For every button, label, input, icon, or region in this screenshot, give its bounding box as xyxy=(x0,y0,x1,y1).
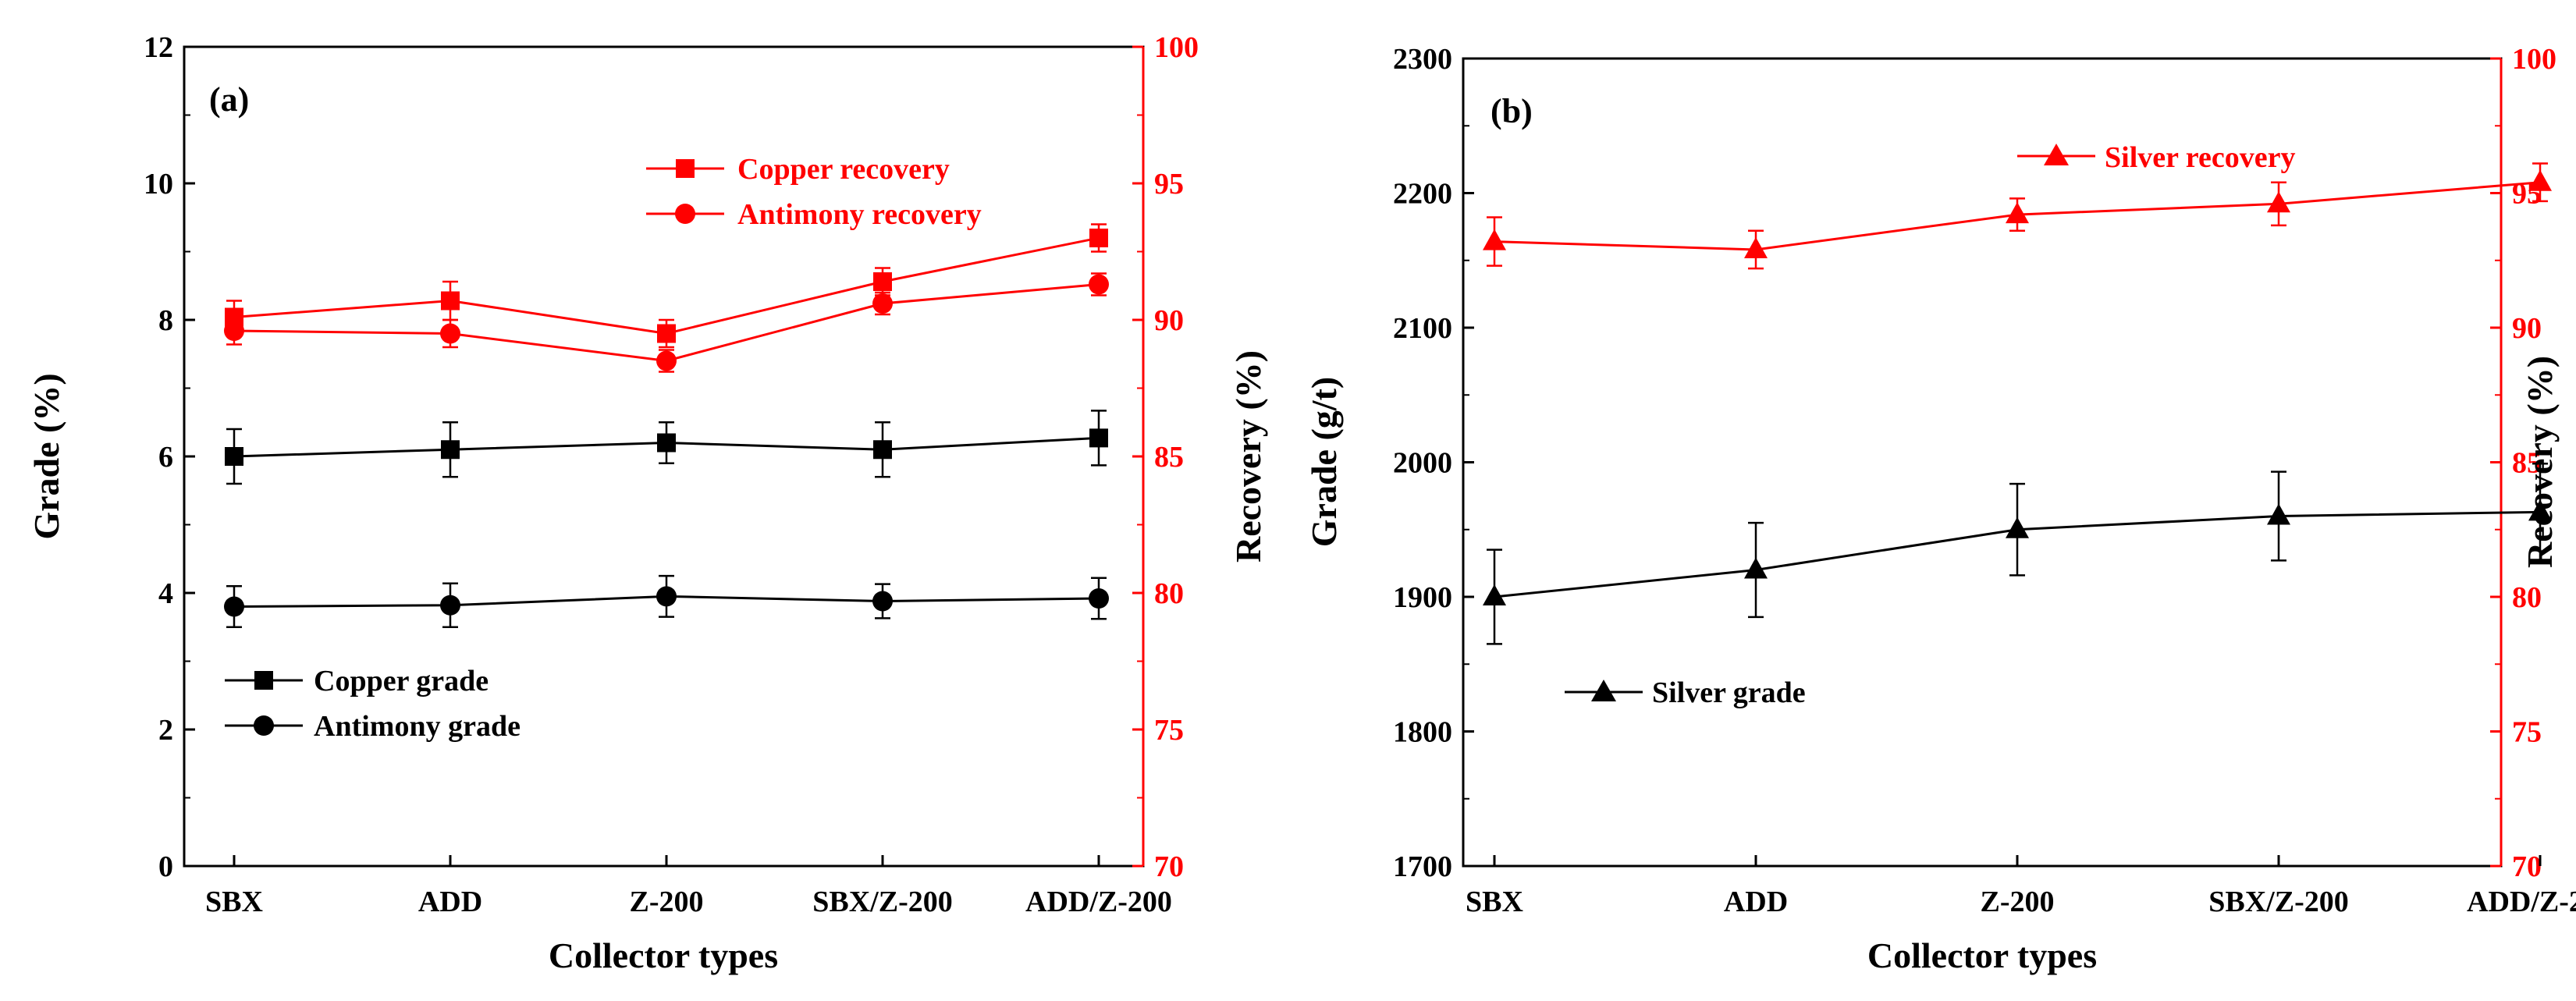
x-tick-label: ADD xyxy=(1724,886,1788,918)
y-left-tick-label: 6 xyxy=(158,441,173,474)
y-right-tick-label: 75 xyxy=(1154,714,1184,747)
data-point xyxy=(225,447,243,466)
y-left-tick-label: 2200 xyxy=(1393,178,1452,211)
y-right-tick-label: 75 xyxy=(2512,716,2542,749)
data-point xyxy=(1089,588,1109,609)
data-point xyxy=(1744,236,1768,258)
y-right-tick-label: 85 xyxy=(1154,441,1184,474)
legend-label-antimony-recovery: Antimony recovery xyxy=(737,198,982,231)
data-point xyxy=(440,323,460,344)
legend-key-copper-recovery xyxy=(646,159,724,178)
data-point xyxy=(872,591,893,612)
panel-label: (b) xyxy=(1491,92,1533,130)
x-tick-label: Z-200 xyxy=(1981,886,2055,918)
data-point xyxy=(2528,169,2552,191)
y-right-tick-label: 80 xyxy=(1154,577,1184,610)
data-point xyxy=(657,433,676,453)
series-copper-recovery xyxy=(225,223,1108,349)
series-copper-grade xyxy=(225,410,1108,485)
y-axis-right-title: Recovery (%) xyxy=(2520,356,2560,568)
data-point xyxy=(1483,229,1506,250)
legend-label-copper-recovery: Copper recovery xyxy=(737,153,950,186)
legend-recovery: Silver recovery xyxy=(2017,141,2295,174)
data-point xyxy=(2267,191,2290,213)
legend-label-silver-recovery: Silver recovery xyxy=(2105,141,2295,174)
y-axis-left-title: Grade (g/t) xyxy=(1304,377,1344,547)
data-point xyxy=(872,293,893,314)
y-left-tick-label: 2300 xyxy=(1393,43,1452,76)
y-right-tick-label: 70 xyxy=(1154,850,1184,883)
plot-frame xyxy=(1462,57,2503,868)
y-left-tick-label: 2 xyxy=(158,714,173,747)
x-tick-label: SBX xyxy=(205,886,263,918)
y-left-tick-label: 1900 xyxy=(1393,581,1452,614)
x-axis-title: Collector types xyxy=(1867,935,2097,975)
series-antimony-grade xyxy=(224,574,1109,628)
x-tick-label: SBX/Z-200 xyxy=(2208,886,2348,918)
legend-key-copper-grade xyxy=(225,671,303,690)
y-right-tick-label: 80 xyxy=(2512,581,2542,614)
data-point xyxy=(2006,516,2029,538)
y-left-tick-label: 10 xyxy=(144,168,173,201)
legend-key-silver-recovery xyxy=(2017,144,2095,165)
data-point xyxy=(873,440,892,460)
data-point xyxy=(2267,503,2290,525)
x-tick-label: Z-200 xyxy=(630,886,704,918)
legend-grade: Silver grade xyxy=(1565,676,1806,709)
series-antimony-recovery xyxy=(224,272,1109,373)
data-point xyxy=(441,440,460,460)
data-point xyxy=(1089,274,1109,295)
y-left-tick-label: 1800 xyxy=(1393,716,1452,749)
legend-label-copper-grade: Copper grade xyxy=(314,665,489,698)
x-tick-label: ADD/Z-200 xyxy=(1025,886,1172,918)
legend-grade: Copper grade Antimony grade xyxy=(225,665,521,743)
x-axis-title: Collector types xyxy=(549,935,778,975)
data-point xyxy=(1089,428,1108,448)
x-tick-label: ADD xyxy=(418,886,482,918)
data-point xyxy=(224,596,244,617)
y-axis-right-title: Recovery (%) xyxy=(1228,350,1268,563)
x-tick-label: SBX xyxy=(1466,886,1523,918)
y-left-tick-label: 4 xyxy=(158,577,173,610)
panel-a-chart: 0 2 4 6 8 10 12 70 75 80 85 90 95 100 SBX ADD Z-200 SBX… xyxy=(27,31,1268,975)
data-point xyxy=(441,291,460,311)
data-point xyxy=(224,321,244,341)
data-point xyxy=(1483,584,1506,605)
legend-label-antimony-grade: Antimony grade xyxy=(314,710,521,743)
y-axis-left-title: Grade (%) xyxy=(27,373,66,539)
data-point xyxy=(873,272,892,291)
y-left-tick-label: 1700 xyxy=(1393,850,1452,883)
series-silver-recovery xyxy=(1483,162,2552,270)
y-left-tick-label: 0 xyxy=(158,850,173,883)
data-point xyxy=(2528,499,2552,521)
legend-label-silver-grade: Silver grade xyxy=(1652,676,1806,709)
y-right-tick-label: 90 xyxy=(1154,304,1184,337)
y-right-tick-label: 90 xyxy=(2512,312,2542,345)
y-right-tick-label: 100 xyxy=(1154,31,1199,64)
series-silver-grade xyxy=(1483,462,2552,645)
y-right-tick-label: 100 xyxy=(2512,43,2556,76)
y-right-tick-label: 95 xyxy=(1154,168,1184,201)
panel-label: (a) xyxy=(209,80,249,119)
y-left-tick-label: 2100 xyxy=(1393,312,1452,345)
data-point xyxy=(656,350,677,371)
y-left-tick-label: 8 xyxy=(158,304,173,337)
data-point xyxy=(1089,229,1108,247)
data-point xyxy=(1744,557,1768,579)
legend-recovery: Copper recovery Antimony recovery xyxy=(646,153,982,231)
data-point xyxy=(656,586,677,607)
data-point xyxy=(440,595,460,616)
data-point xyxy=(2006,202,2029,224)
y-left-tick-label: 12 xyxy=(144,31,173,64)
y-right-tick-label: 70 xyxy=(2512,850,2542,883)
legend-key-silver-grade xyxy=(1565,680,1643,701)
legend-key-antimony-recovery xyxy=(646,204,724,224)
legend-key-antimony-grade xyxy=(225,715,303,736)
data-point xyxy=(657,324,676,343)
y-left-tick-label: 2000 xyxy=(1393,447,1452,480)
x-tick-label: SBX/Z-200 xyxy=(812,886,952,918)
x-tick-label: ADD/Z-200 xyxy=(2467,886,2576,918)
